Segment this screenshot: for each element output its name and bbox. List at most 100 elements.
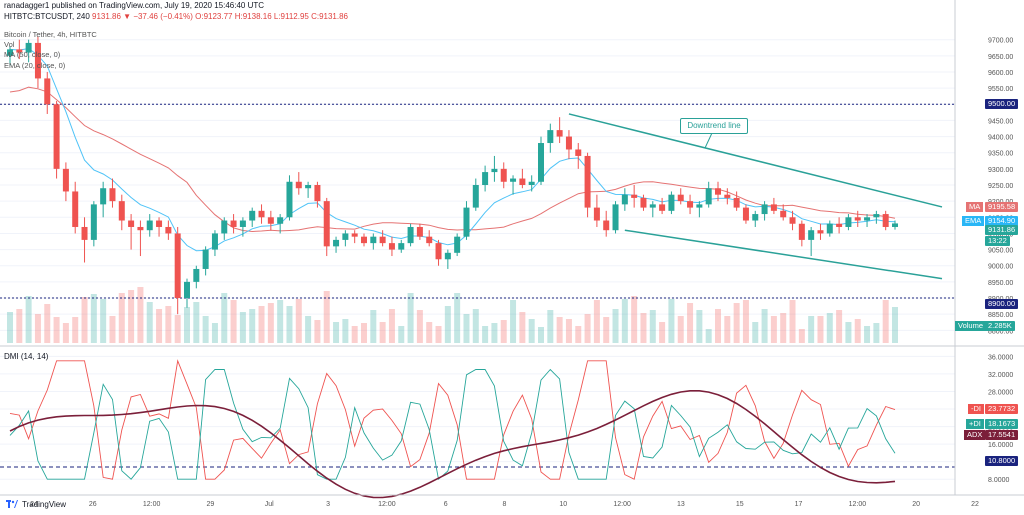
candle-body (715, 188, 721, 195)
adx-value: 17.5541 (985, 430, 1019, 440)
volume-bar (547, 310, 554, 343)
volume-bar (463, 314, 470, 343)
minus-di-line (9, 359, 896, 480)
volume-bar (519, 312, 526, 343)
candle-body (137, 226, 144, 231)
time-tick-label: Jul (265, 501, 274, 508)
candle-body (575, 149, 582, 156)
level-low-tag: 8900.00 (985, 299, 1019, 309)
time-tick-label: 6 (444, 501, 448, 508)
candle-body (53, 104, 60, 169)
volume-bar (53, 317, 60, 343)
candle-body (854, 217, 861, 221)
candle-body (128, 220, 135, 227)
volume-bar (407, 293, 414, 343)
candle-body (659, 204, 666, 211)
price-tick-label: 8950.00 (988, 280, 1013, 287)
annotation-pointer (704, 132, 713, 149)
candle-body (761, 204, 768, 215)
time-axis: 24 26 12:00 29 Jul 3 12:00 6 8 10 12:00 13 15 17 12:00… (30, 501, 979, 508)
volume-bar (696, 310, 703, 343)
volume-bars (7, 287, 898, 343)
candle-body (286, 181, 293, 218)
price-tick-label: 8800.00 (988, 328, 1013, 335)
dmi-tick-label: 32.0000 (988, 372, 1013, 379)
volume-bar (156, 309, 163, 343)
price-tag: 9131.86 (985, 225, 1019, 235)
time-tick-label: 20 (912, 501, 920, 508)
candle-body (724, 194, 731, 198)
volume-bar (435, 326, 442, 343)
volume-bar (34, 314, 41, 343)
candle-body (184, 281, 190, 299)
candle-body (892, 223, 898, 227)
candle-body (230, 220, 237, 227)
volume-bar (388, 309, 395, 343)
candle-body (249, 210, 256, 221)
volume-bar (137, 287, 144, 343)
volume-bar (323, 291, 330, 343)
time-tick-label: 12:00 (849, 501, 867, 508)
minus-di-label: -DI (968, 404, 984, 414)
candle-body (118, 201, 125, 221)
volume-bar (733, 303, 740, 343)
volume-bar (528, 319, 535, 343)
volume-bar (668, 299, 675, 343)
candle-body (193, 268, 200, 282)
candle-body (649, 204, 656, 208)
volume-bar (16, 309, 23, 343)
chart-title: Bitcoin / Tether, 4h, HITBTC (4, 30, 97, 39)
volume-bar (454, 293, 461, 343)
footer-brand: TradingView (22, 500, 67, 509)
dmi-tick-label: 36.0000 (988, 354, 1013, 361)
time-tick-label: 22 (971, 501, 979, 508)
time-tick-label: 15 (736, 501, 744, 508)
volume-bar (854, 319, 861, 343)
time-tick-label: 10 (559, 501, 567, 508)
volume-bar (25, 296, 32, 343)
volume-bar (7, 312, 13, 343)
candle-body (7, 49, 13, 56)
price-tick-label: 9050.00 (988, 248, 1013, 255)
ema-tag-label: EMA (962, 216, 985, 226)
price-tick-label: 9650.00 (988, 54, 1013, 61)
candle-body (25, 42, 32, 53)
candle-body (314, 185, 321, 202)
volume-bar (780, 313, 787, 343)
grid (0, 39, 955, 480)
trend-lines (568, 113, 943, 280)
candle-body (584, 155, 591, 208)
volume-tag-value: 2.285K (985, 321, 1015, 331)
candle-body (687, 201, 694, 208)
volume-bar (128, 290, 135, 343)
ma-tag-value: 9195.58 (985, 202, 1019, 212)
volume-bar (500, 320, 507, 343)
adx-line (9, 390, 896, 499)
volume-bar (631, 296, 638, 343)
price-tick-label: 8850.00 (988, 312, 1013, 319)
candle-body (109, 188, 116, 202)
candle-body (156, 220, 163, 227)
volume-bar (742, 300, 749, 343)
symbol: HITBTC:BTCUSDT, 240 (4, 12, 90, 21)
volume-bar (351, 326, 358, 343)
volume-bar (44, 304, 51, 343)
channel-lower-line (624, 229, 943, 280)
dmi-title: DMI (14, 14) (4, 352, 49, 361)
volume-bar (184, 307, 190, 343)
candle-body (72, 191, 79, 227)
minus-di-value: 23.7732 (985, 404, 1019, 414)
dmi-tick-label: 8.0000 (988, 477, 1010, 484)
candle-body (528, 181, 535, 185)
horizontal-levels (0, 103, 955, 299)
volume-bar (444, 306, 451, 343)
volume-bar (333, 322, 340, 343)
volume-bar (239, 312, 246, 343)
volume-bar (593, 300, 600, 343)
candle-body (16, 49, 23, 53)
candle-body (305, 185, 312, 189)
candle-body (677, 194, 684, 202)
candle-body (211, 233, 218, 250)
dmi-panel (0, 359, 955, 499)
